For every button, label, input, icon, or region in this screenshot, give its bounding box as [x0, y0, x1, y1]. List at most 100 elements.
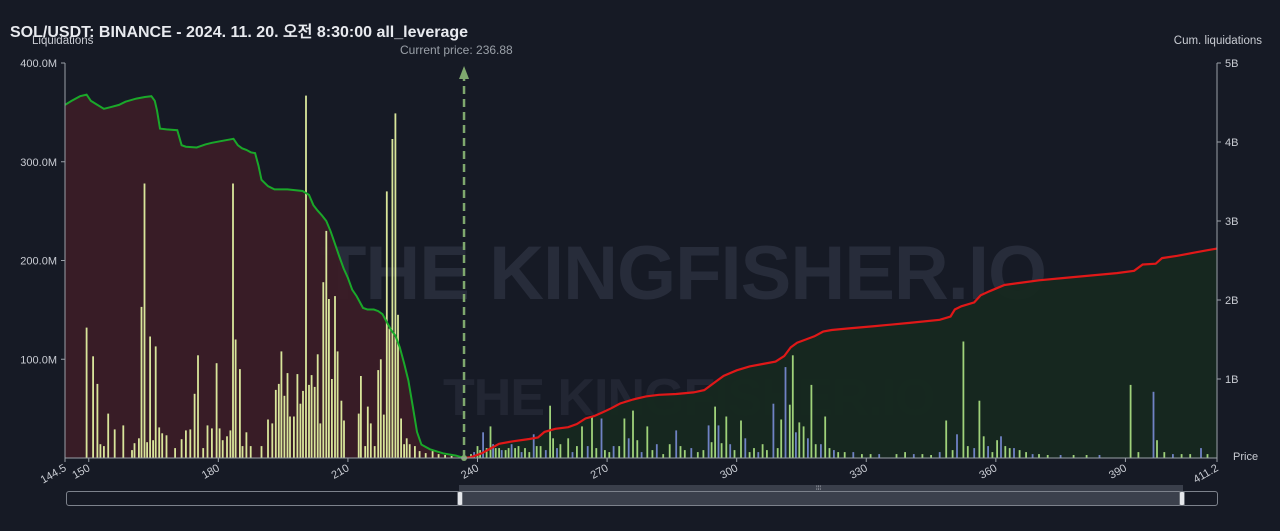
short-liquidation-bar [1018, 450, 1021, 458]
x-axis-label: Price [1233, 451, 1258, 463]
short-liquidation-bar [991, 452, 994, 458]
short-liquidation-bar [982, 436, 985, 458]
short-liquidation-bar [1038, 454, 1040, 458]
long-liquidation-bar [296, 374, 299, 458]
short-liquidation-bar [612, 446, 615, 458]
short-liquidation-bar [675, 430, 678, 458]
range-navigator[interactable] [66, 491, 1218, 506]
long-liquidation-bar [260, 446, 263, 458]
short-liquidation-bar [507, 448, 510, 458]
x-tick-label: 240 [459, 462, 481, 482]
long-liquidation-bar [331, 379, 333, 458]
short-liquidation-bar [702, 450, 705, 458]
short-liquidation-bar [604, 450, 606, 458]
short-liquidation-bar [1129, 384, 1132, 458]
long-liquidation-bar [366, 406, 369, 458]
short-liquidation-bar [788, 404, 791, 458]
navigator-right-handle[interactable] [1179, 491, 1185, 506]
x-tick-label: 300 [718, 462, 740, 482]
short-liquidation-bar [833, 450, 835, 458]
long-liquidation-bar [328, 299, 330, 458]
long-liquidation-bar [385, 191, 388, 458]
short-liquidation-bar [733, 450, 736, 458]
long-liquidation-bar [193, 393, 196, 458]
long-liquidation-bar [373, 446, 376, 458]
short-liquidation-bar [535, 446, 538, 458]
navigator-left-handle[interactable] [457, 491, 463, 506]
navigator-scrollbar[interactable] [459, 485, 1183, 491]
long-liquidation-bar [274, 389, 277, 458]
short-liquidation-bar [710, 442, 713, 458]
long-liquidation-bar [152, 440, 154, 458]
short-liquidation-bar [567, 438, 570, 459]
x-tick-label: 210 [330, 462, 352, 482]
long-liquidation-bar [241, 446, 244, 458]
short-liquidation-bar [740, 420, 742, 458]
short-liquidation-bar [571, 452, 574, 458]
long-liquidation-bar [299, 403, 302, 458]
long-liquidation-bar [221, 440, 224, 458]
short-liquidation-bar [1189, 454, 1192, 458]
y2-tick-label: 1B [1225, 374, 1238, 386]
long-liquidation-bar [382, 414, 385, 458]
short-liquidation-bar [810, 384, 813, 458]
long-liquidation-bar [131, 450, 133, 458]
short-liquidation-bar [869, 454, 872, 458]
short-liquidation-bar [878, 454, 881, 458]
short-liquidation-bar [618, 446, 621, 458]
short-liquidation-bar [1180, 454, 1183, 458]
long-liquidation-bar [431, 451, 434, 458]
short-liquidation-bar [725, 416, 728, 458]
y2-axis-label: Cum. liquidations [1173, 35, 1262, 47]
x-tick-label: 411.2 [1191, 462, 1220, 486]
current-price-label: Current price: 236.88 [400, 43, 513, 57]
short-liquidation-bar [766, 450, 768, 458]
short-liquidation-bar [1206, 454, 1209, 458]
short-liquidation-bar [549, 405, 551, 458]
short-liquidation-bar [576, 446, 578, 458]
short-liquidation-bar [820, 444, 822, 458]
long-liquidation-bar [267, 419, 269, 458]
long-liquidation-bar [403, 444, 405, 458]
short-liquidation-bar [668, 444, 671, 458]
long-liquidation-bar [414, 446, 416, 458]
short-liquidation-bar [494, 448, 497, 458]
long-liquidation-bar [377, 370, 380, 458]
short-liquidation-bar [748, 452, 751, 458]
short-liquidation-bar [776, 448, 779, 458]
long-liquidation-bar [138, 438, 140, 459]
x-tick-label: 270 [589, 462, 611, 482]
y2-tick-label: 3B [1225, 216, 1238, 228]
short-liquidation-bar [956, 434, 958, 458]
short-liquidation-bar [921, 454, 924, 458]
short-liquidation-bar [683, 450, 686, 458]
long-liquidation-bar [343, 420, 345, 458]
short-liquidation-bar [757, 452, 760, 458]
short-liquidation-bar [744, 438, 747, 459]
short-liquidation-bar [655, 444, 658, 458]
long-liquidation-bar [280, 351, 283, 458]
x-tick-label: 330 [848, 462, 870, 482]
short-liquidation-bar [707, 425, 710, 458]
long-liquidation-bar [96, 383, 99, 458]
short-liquidation-bar [600, 418, 603, 458]
long-liquidation-bar [286, 373, 289, 458]
long-liquidation-bar [305, 95, 307, 458]
navigator-selected-range[interactable] [460, 492, 1182, 505]
short-liquidation-bar [852, 452, 855, 458]
long-liquidation-bar [103, 446, 105, 458]
short-liquidation-bar [556, 448, 558, 458]
short-liquidation-bar [861, 454, 863, 458]
long-liquidation-bar [143, 183, 146, 458]
long-liquidation-bar [107, 413, 110, 458]
short-liquidation-bar [485, 448, 488, 458]
long-liquidation-bar [325, 230, 328, 458]
short-liquidation-bar [987, 446, 989, 458]
navigator-grip-icon[interactable]: ⁞⁞⁞ [816, 486, 822, 492]
long-liquidation-bar [369, 423, 372, 458]
long-liquidation-bar [113, 429, 116, 458]
cumulative-line-layer [64, 66, 1218, 461]
short-liquidation-bar [912, 454, 915, 458]
short-liquidation-bar [532, 434, 535, 458]
